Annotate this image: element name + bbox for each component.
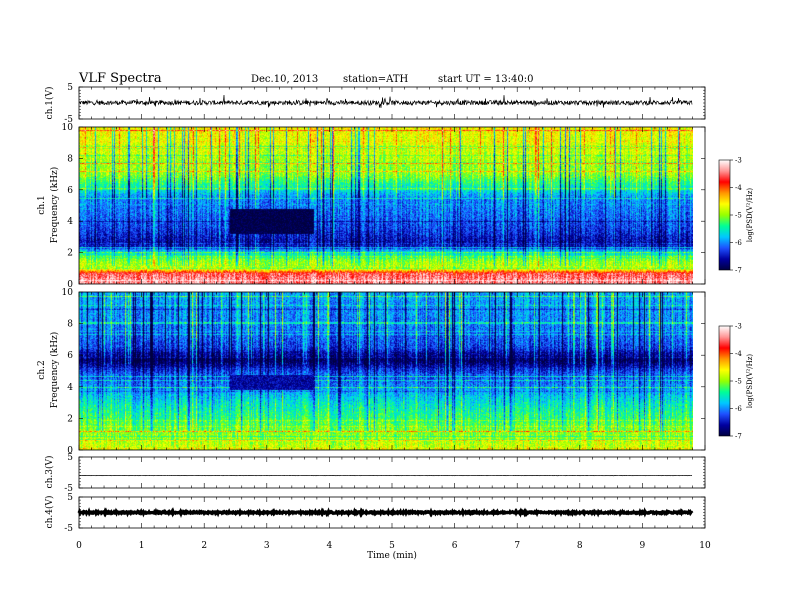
ch4-waveform-trace <box>77 506 694 518</box>
ch2-spectrogram-colorbar-tick: -7 <box>735 433 742 441</box>
ch1-waveform-trace <box>78 94 693 108</box>
ch2-spectrogram-colorbar-tick: -6 <box>735 405 742 413</box>
ch4-waveform-ytick-label: 5 <box>67 493 73 503</box>
ch1-spectrogram-ytick-label: 8 <box>67 154 73 164</box>
xtick-label: 1 <box>139 541 145 551</box>
ch2-spectrogram-ytick-label: 0 <box>67 446 73 456</box>
ch1-spectrogram-image <box>79 127 693 284</box>
ch2-spectrogram-panel: 0 2 4 6 8 10 -3 -4 -5 -6 -7 <box>62 288 743 456</box>
ch3-waveform-ytick-label: -5 <box>64 484 73 494</box>
xtick-label: 10 <box>699 541 711 551</box>
ch2-spectrogram-colorbar-tick: -4 <box>735 350 742 358</box>
ch1-spectrogram-ytick-label: 10 <box>62 123 74 133</box>
station-label: station=ATH <box>343 74 409 85</box>
start-ut-label: start UT = 13:40:0 <box>438 74 533 85</box>
ch1-waveform-panel: 5 -5 <box>64 83 706 125</box>
xtick-label: 6 <box>452 541 458 551</box>
spec2-channel-label: ch.2 <box>37 360 47 379</box>
ch1-spectrogram-colorbar-tick: -7 <box>735 267 742 275</box>
ch2-spectrogram-ytick-label: 10 <box>62 288 74 298</box>
spec1-channel-label: ch.1 <box>37 195 47 214</box>
ch1-spectrogram-panel: 0 2 4 6 8 10 -3 -4 -5 -6 -7 <box>62 123 743 290</box>
ch3-ylabel: ch.3(V) <box>44 456 55 489</box>
ch2-spectrogram-ytick-label: 6 <box>67 351 73 361</box>
ch2-spectrogram-colorbar-tick: -3 <box>735 323 742 331</box>
ch1-spectrogram-colorbar-tick: -4 <box>735 184 742 192</box>
ch2-spectrogram-image <box>79 292 693 450</box>
ch2-spectrogram-ytick-label: 4 <box>67 383 73 393</box>
spec2-ylabel: Frequency (kHz) <box>49 332 60 409</box>
ch1-ylabel: ch.1(V) <box>44 87 55 120</box>
ch1-spectrogram-ytick-label: 2 <box>67 249 73 259</box>
xtick-label: 2 <box>201 541 207 551</box>
ch2-spectrogram-colorbar-tick: -5 <box>735 378 742 386</box>
ch4-waveform-panel: 5 -5 <box>64 493 706 534</box>
ch1-waveform-ytick-label: -5 <box>64 115 73 125</box>
date-label: Dec.10, 2013 <box>251 74 318 85</box>
xtick-label: 3 <box>264 541 270 551</box>
spec1-ylabel: Frequency (kHz) <box>49 167 60 244</box>
xtick-label: 5 <box>389 541 395 551</box>
cbar2-label: log(PSD(V²/Hz) <box>746 354 754 409</box>
ch1-spectrogram-ytick-label: 0 <box>67 280 73 290</box>
ch1-spectrogram-ytick-label: 4 <box>67 217 73 227</box>
xtick-label: 8 <box>577 541 583 551</box>
ch1-spectrogram-colorbar-tick: -5 <box>735 212 742 220</box>
ch1-spectrogram-ytick-label: 6 <box>67 186 73 196</box>
cbar1-label: log(PSD(V²/Hz) <box>746 188 754 243</box>
time-axis: 0 1 2 3 4 5 6 7 8 9 10 <box>76 541 711 551</box>
ch2-spectrogram-colorbar <box>718 325 731 437</box>
ch2-spectrogram-ytick-label: 8 <box>67 320 73 330</box>
ch3-waveform-ytick-label: 5 <box>67 453 73 463</box>
figure-title: VLF Spectra <box>78 71 162 86</box>
ch4-ylabel: ch.4(V) <box>44 496 55 529</box>
ch3-waveform-panel: 5 -5 <box>64 453 706 494</box>
ch4-waveform-ytick-label: -5 <box>64 524 73 534</box>
ch1-spectrogram-colorbar-tick: -6 <box>735 239 742 247</box>
xtick-label: 0 <box>76 541 82 551</box>
xtick-label: 7 <box>514 541 520 551</box>
xtick-label: 9 <box>640 541 646 551</box>
ch1-waveform-ytick-label: 5 <box>67 83 73 93</box>
ch2-spectrogram-ytick-label: 2 <box>67 414 73 424</box>
xaxis-label: Time (min) <box>367 550 417 561</box>
ch1-spectrogram-colorbar <box>718 159 731 271</box>
ch1-spectrogram-colorbar-tick: -3 <box>735 157 742 165</box>
xtick-label: 4 <box>327 541 333 551</box>
